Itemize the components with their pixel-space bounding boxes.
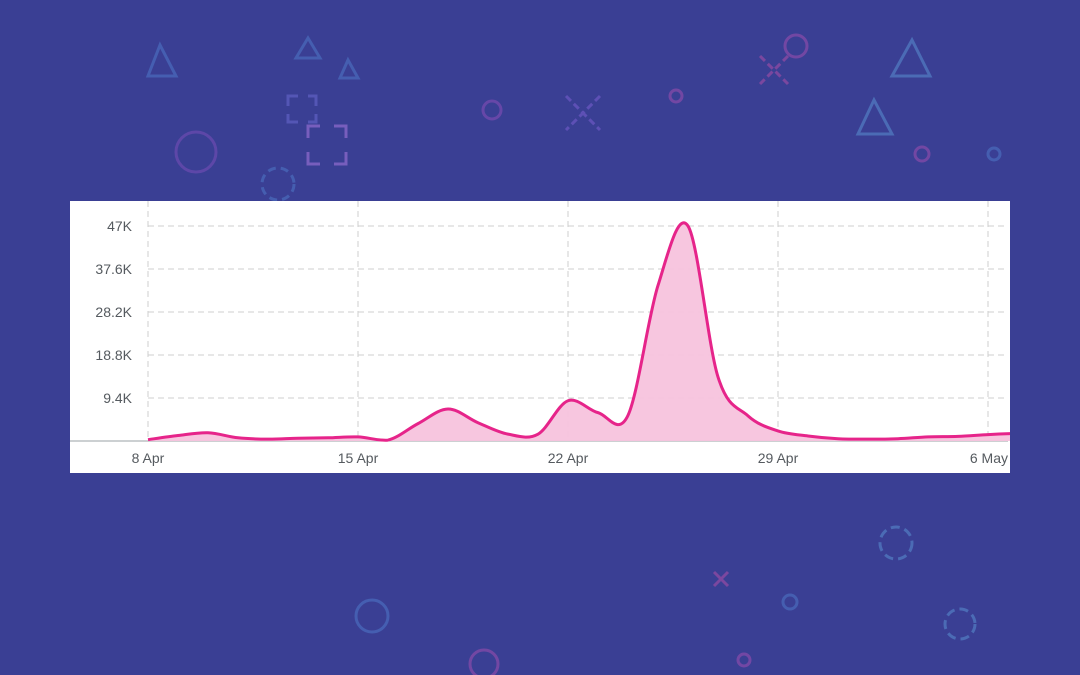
y-tick-label: 47K (107, 218, 133, 234)
circle-icon (913, 145, 931, 163)
chart-card: 9.4K 18.8K 28.2K 37.6K 47K 8 Apr 15 Apr 22 Apr 2… (70, 201, 1010, 473)
area-chart: 9.4K 18.8K 28.2K 37.6K 47K 8 Apr 15 Apr 22 Apr 2… (70, 201, 1010, 466)
y-tick-label: 18.8K (95, 347, 132, 363)
dashed-circle-icon (260, 166, 296, 202)
series-area-fill (148, 223, 1010, 441)
triangle-icon (855, 96, 895, 136)
x-tick-label: 6 May (970, 450, 1008, 466)
cross-icon (758, 54, 790, 86)
square-bracket-icon (286, 94, 318, 124)
square-bracket-icon (306, 124, 348, 166)
circle-icon (781, 593, 799, 611)
circle-icon (736, 652, 752, 668)
circle-icon (986, 146, 1002, 162)
y-tick-label: 28.2K (95, 304, 132, 320)
triangle-icon (145, 41, 179, 78)
dashed-circle-icon (943, 607, 977, 641)
cross-icon (712, 570, 730, 588)
dashed-circle-icon (878, 525, 914, 561)
circle-icon (174, 130, 218, 174)
series-line (147, 221, 1010, 442)
circle-icon (783, 33, 809, 59)
x-tick-label: 8 Apr (132, 450, 165, 466)
circle-icon (668, 88, 684, 104)
circle-icon (481, 99, 503, 121)
triangle-icon (337, 56, 361, 80)
y-tick-label: 37.6K (95, 261, 132, 277)
circle-icon (468, 648, 500, 675)
triangle-icon (293, 35, 323, 60)
circle-icon (354, 598, 390, 634)
x-tick-label: 29 Apr (758, 450, 799, 466)
x-tick-label: 15 Apr (338, 450, 379, 466)
cross-icon (564, 94, 602, 132)
y-tick-label: 9.4K (103, 390, 132, 406)
x-tick-label: 22 Apr (548, 450, 589, 466)
triangle-icon (889, 36, 933, 78)
